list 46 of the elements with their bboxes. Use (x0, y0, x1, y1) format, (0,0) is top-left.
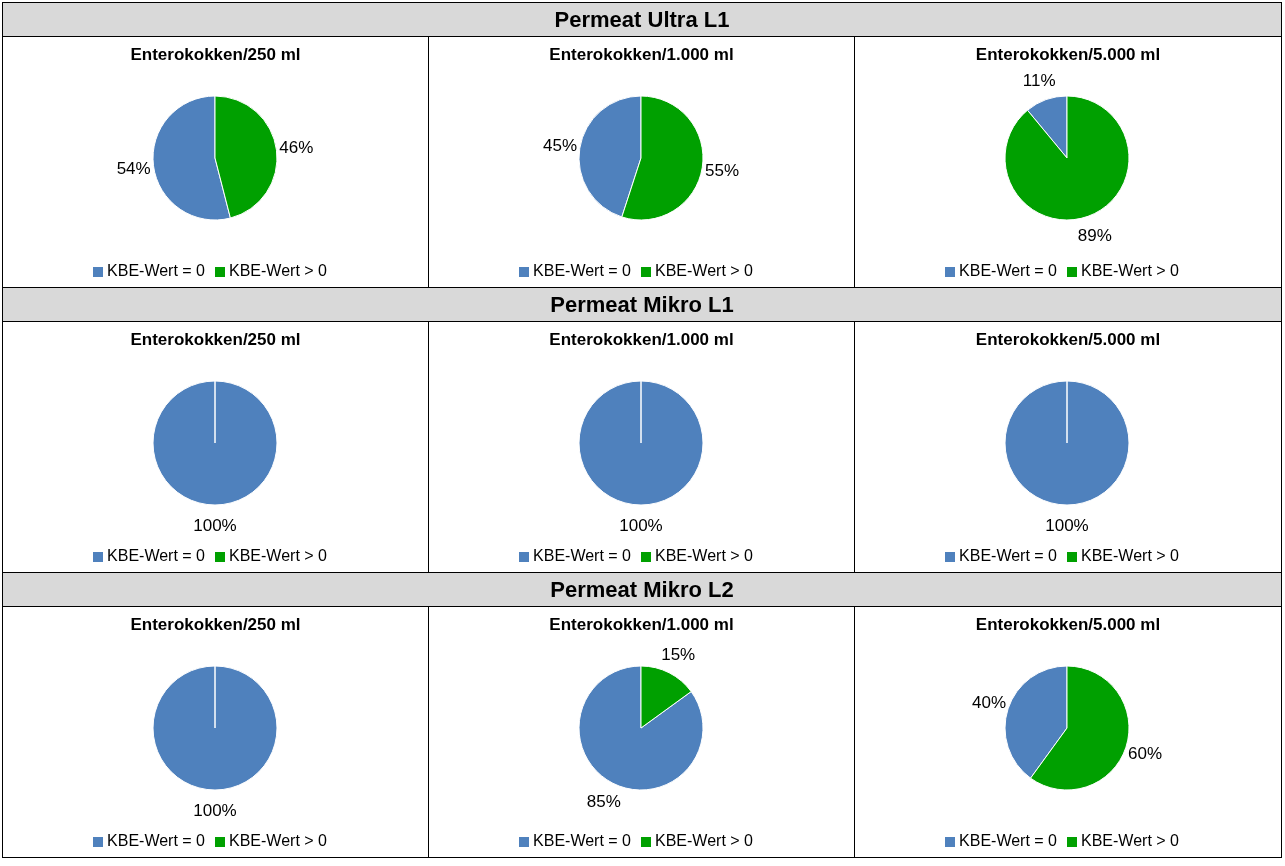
chart-title: Enterokokken/5.000 ml (974, 614, 1162, 636)
legend-label: KBE-Wert = 0 (107, 832, 205, 849)
chart-title: Enterokokken/1.000 ml (548, 614, 735, 636)
legend-label: KBE-Wert > 0 (229, 547, 327, 564)
data-label: 46% (279, 138, 314, 158)
data-label: 89% (1077, 225, 1112, 245)
legend-label: KBE-Wert > 0 (655, 832, 753, 849)
data-label: 85% (586, 791, 621, 811)
legend-label: KBE-Wert = 0 (959, 262, 1057, 279)
chart-title: Enterokokken/250 ml (129, 614, 302, 636)
legend-label: KBE-Wert > 0 (1081, 832, 1179, 849)
legend-label: KBE-Wert > 0 (1081, 547, 1179, 564)
data-label: 55% (704, 161, 740, 181)
data-label: 11% (1022, 71, 1056, 91)
legend-label: KBE-Wert > 0 (655, 547, 753, 564)
legend-label: KBE-Wert = 0 (959, 832, 1057, 849)
chart-title: Enterokokken/5.000 ml (974, 329, 1162, 351)
legend-label: KBE-Wert = 0 (959, 547, 1057, 564)
data-label: 15% (661, 645, 696, 665)
legend-label: KBE-Wert = 0 (533, 832, 631, 849)
data-label: 40% (972, 693, 1007, 713)
legend-label: KBE-Wert = 0 (107, 547, 205, 564)
text: Permeat Mikro L1 (3, 288, 1281, 322)
pie-slice (1004, 95, 1130, 221)
chart-title: Enterokokken/1.000 ml (548, 329, 735, 351)
chart-title: Enterokokken/250 ml (129, 44, 302, 66)
data-label: 45% (542, 135, 578, 155)
legend-label: KBE-Wert = 0 (533, 262, 631, 279)
legend-label: KBE-Wert = 0 (107, 262, 205, 279)
data-label: 100% (619, 515, 663, 535)
chart-title: Enterokokken/1.000 ml (548, 44, 735, 66)
data-label: 100% (193, 800, 237, 820)
chart-title: Enterokokken/250 ml (129, 329, 302, 351)
legend-label: KBE-Wert > 0 (1081, 262, 1179, 279)
chart-title: Enterokokken/5.000 ml (974, 44, 1162, 66)
data-label: 54% (116, 158, 151, 178)
legend-label: KBE-Wert = 0 (533, 547, 631, 564)
legend-label: KBE-Wert > 0 (655, 262, 753, 279)
legend-label: KBE-Wert > 0 (229, 262, 327, 279)
pie-slice (578, 665, 704, 791)
data-label: 60% (1127, 743, 1162, 763)
legend-label: KBE-Wert > 0 (229, 832, 327, 849)
text: Permeat Mikro L2 (3, 573, 1281, 607)
text: Permeat Ultra L1 (3, 3, 1281, 37)
data-label: 100% (193, 515, 237, 535)
data-label: 100% (1045, 515, 1089, 535)
